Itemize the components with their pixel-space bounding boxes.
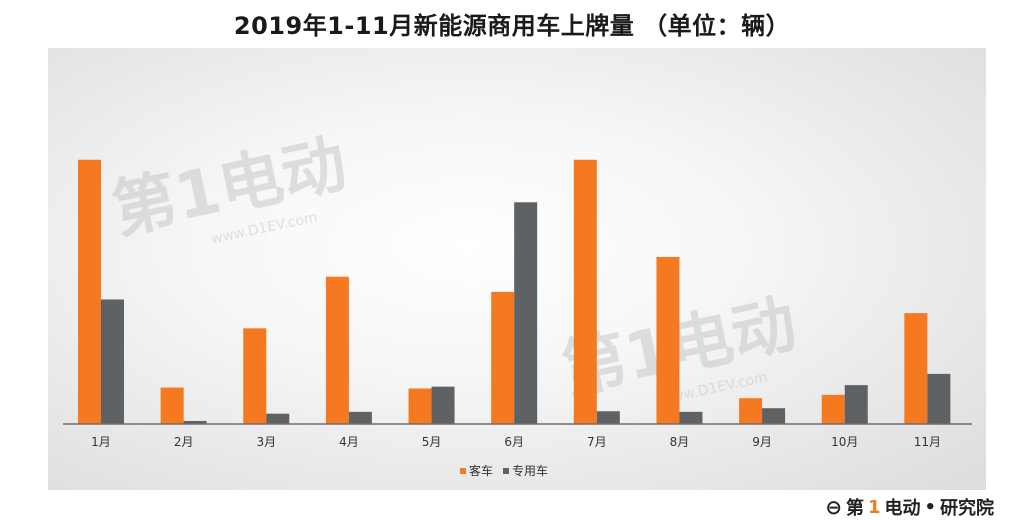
bar-zhuanyongche-9: [762, 408, 786, 424]
x-tick-label: 10月: [831, 435, 858, 449]
x-tick-label: 6月: [504, 435, 524, 449]
plot-area: 第1电动 www.D1EV.com 第1电动 www.D1EV.com 1月 2月…: [48, 48, 986, 490]
bar-zhuanyongche-5: [431, 386, 455, 424]
legend-swatch: [503, 468, 509, 474]
footer-brand-suffix: 电动: [884, 498, 921, 519]
x-tick-label: 8月: [670, 435, 690, 449]
x-tick-labels: 1月 2月 3月 4月 5月 6月 7月 8月 9月 10月 11月: [91, 435, 941, 449]
bar-zhuanyongche-8: [679, 411, 703, 424]
legend-swatch: [460, 468, 466, 474]
x-tick-label: 7月: [587, 435, 607, 449]
legend: 客车 专用车: [460, 463, 548, 478]
bar-keche-5: [408, 388, 432, 424]
bar-chart: 第1电动 www.D1EV.com 第1电动 www.D1EV.com 1月 2月…: [63, 127, 972, 478]
car-logo-icon: ⊖: [825, 495, 842, 519]
bar-zhuanyongche-6: [514, 202, 538, 424]
x-tick-label: 11月: [914, 435, 941, 449]
bar-zhuanyongche-2: [183, 420, 207, 424]
chart-title: 2019年1-11月新能源商用车上牌量 （单位：辆）: [233, 12, 791, 40]
bar-keche-1: [78, 159, 101, 424]
bar-keche-10: [821, 394, 845, 424]
footer-dot: •: [924, 496, 936, 518]
x-tick-label: 4月: [339, 435, 359, 449]
bar-keche-6: [491, 291, 515, 424]
bar-keche-7: [573, 159, 597, 424]
x-tick-label: 2月: [174, 435, 194, 449]
bar-zhuanyongche-3: [266, 413, 290, 424]
footer-logo: ⊖ 第 1 电动 • 研究院: [825, 494, 994, 520]
bar-zhuanyongche-11: [927, 373, 951, 424]
x-tick-label: 3月: [256, 435, 276, 449]
legend-label: 客车: [469, 463, 493, 478]
footer-brand-accent: 1: [867, 496, 881, 518]
footer-brand-prefix: 第: [845, 498, 864, 519]
bar-zhuanyongche-7: [596, 411, 620, 424]
bar-keche-4: [325, 276, 349, 424]
bar-keche-8: [656, 256, 680, 424]
watermark-group: 第1电动 www.D1EV.com 第1电动 www.D1EV.com: [106, 127, 803, 409]
bar-keche-3: [243, 328, 267, 424]
bar-zhuanyongche-4: [348, 411, 372, 424]
bar-keche-9: [739, 398, 763, 424]
bars-group: [78, 159, 951, 424]
bar-zhuanyongche-1: [101, 299, 124, 424]
x-tick-label: 9月: [752, 435, 772, 449]
bar-keche-11: [904, 313, 928, 424]
bar-zhuanyongche-10: [844, 385, 868, 424]
bar-keche-2: [160, 387, 184, 424]
watermark-logo-1: 第1电动 www.D1EV.com: [106, 127, 353, 249]
x-tick-label: 5月: [422, 435, 442, 449]
footer-division: 研究院: [940, 498, 994, 519]
legend-label: 专用车: [512, 463, 548, 478]
x-tick-label: 1月: [91, 435, 111, 449]
